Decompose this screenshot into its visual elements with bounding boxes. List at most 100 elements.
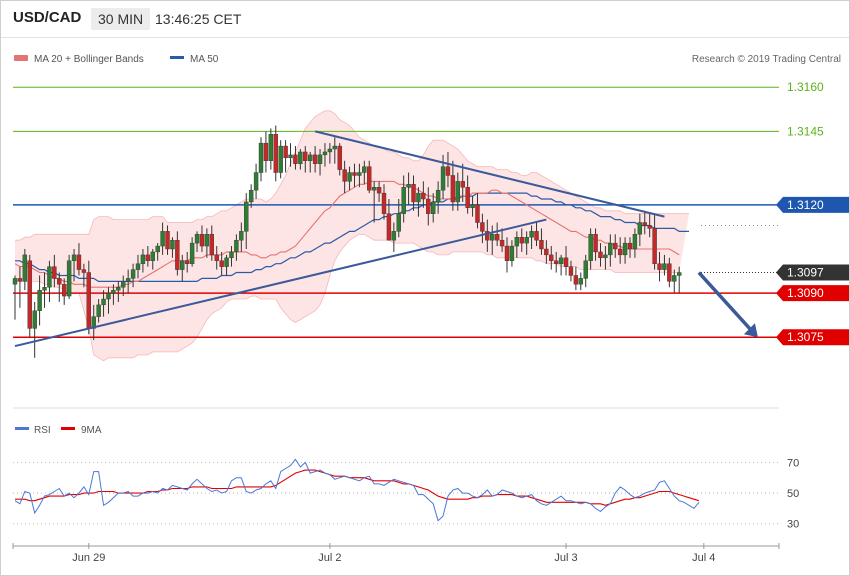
candle: [544, 240, 549, 264]
candle-body: [86, 272, 92, 329]
candle-body: [588, 234, 593, 261]
candle-body: [121, 281, 126, 288]
candle-body: [578, 278, 583, 285]
candle-body: [367, 166, 372, 191]
trendline-2: [314, 130, 665, 218]
candle: [27, 254, 32, 338]
candle-body: [416, 192, 421, 203]
candle-body: [362, 166, 367, 173]
candle-body: [76, 254, 82, 270]
candle-body: [66, 260, 72, 297]
rsi-tick-30: 30: [787, 519, 799, 531]
candle: [327, 143, 333, 164]
candle-body: [357, 172, 362, 176]
candle: [248, 184, 254, 208]
candle: [160, 222, 165, 255]
candle-body: [101, 298, 106, 306]
time-axis-labels: Jun 29 Jul 2 Jul 3 Jul 4: [72, 543, 715, 564]
candle-body: [327, 148, 333, 153]
candle: [71, 249, 77, 282]
rsi-panel: 30 50 70: [13, 457, 799, 531]
candle-body: [376, 187, 382, 194]
candle-body: [632, 234, 638, 250]
candle: [140, 249, 146, 273]
candle: [121, 275, 126, 297]
candle-body: [524, 237, 529, 244]
ma20-legend-label: MA 20 + Bollinger Bands: [34, 54, 144, 65]
candle: [268, 128, 274, 170]
candle: [52, 254, 57, 288]
candle: [214, 246, 219, 270]
candle-body: [219, 260, 224, 267]
candle-body: [160, 231, 165, 247]
candle: [332, 137, 337, 164]
candle-body: [352, 172, 357, 176]
candle-body: [677, 272, 682, 276]
rsi-legend-label: RSI: [34, 425, 51, 436]
candle-body: [613, 242, 618, 250]
candle: [42, 272, 47, 308]
rsi-tick-50: 50: [787, 488, 799, 500]
candle: [672, 269, 677, 294]
candle: [509, 240, 515, 267]
candle-body: [647, 225, 652, 229]
candle: [632, 228, 638, 258]
candle: [184, 251, 190, 273]
candle-body: [71, 254, 77, 261]
candle-body: [544, 248, 549, 256]
candle: [568, 260, 574, 282]
candle: [647, 213, 652, 238]
candle: [435, 181, 441, 214]
ma20-line: [14, 180, 680, 288]
candle-body: [637, 222, 643, 235]
candle-body: [214, 254, 219, 261]
candle: [534, 222, 539, 247]
candle: [667, 257, 672, 288]
candle: [130, 263, 136, 288]
candle: [204, 228, 210, 258]
candle-body: [12, 278, 18, 285]
candle-body: [598, 251, 603, 259]
candle: [239, 222, 244, 252]
candle-body: [81, 269, 87, 273]
candle-body: [509, 245, 515, 261]
candle: [613, 234, 618, 258]
candle-body: [165, 231, 170, 250]
candle-body: [460, 181, 465, 188]
candle: [199, 225, 205, 252]
candle-body: [652, 228, 657, 264]
candle: [499, 228, 505, 252]
candle: [401, 175, 406, 223]
candle-body: [573, 275, 579, 285]
level-label-1.3120: 1.3120: [787, 198, 824, 212]
candle: [558, 254, 564, 276]
candle: [170, 237, 175, 258]
candle-body: [106, 292, 111, 300]
candle: [62, 278, 67, 305]
candle: [627, 237, 633, 258]
candle-body: [494, 234, 500, 241]
candle: [76, 243, 82, 276]
candle: [22, 249, 28, 291]
candle-body: [391, 231, 397, 241]
interval-selector[interactable]: 30 MIN: [91, 8, 151, 30]
candle: [32, 301, 37, 358]
candle: [234, 234, 239, 261]
candle-body: [672, 275, 677, 282]
candle-body: [342, 169, 347, 182]
ma50-legend-swatch: [170, 56, 184, 59]
candle-body: [470, 204, 475, 209]
copyright-text: Research © 2019 Trading Central: [692, 54, 841, 65]
candle: [253, 163, 259, 199]
candle: [91, 304, 96, 341]
candle: [416, 187, 421, 217]
candle: [460, 163, 465, 202]
candle-body: [194, 234, 200, 244]
candle: [642, 210, 647, 235]
candle-body: [204, 234, 210, 247]
candle: [135, 254, 141, 279]
bollinger-upper-line: [15, 110, 689, 241]
candle: [194, 231, 200, 252]
candle-body: [209, 234, 215, 256]
